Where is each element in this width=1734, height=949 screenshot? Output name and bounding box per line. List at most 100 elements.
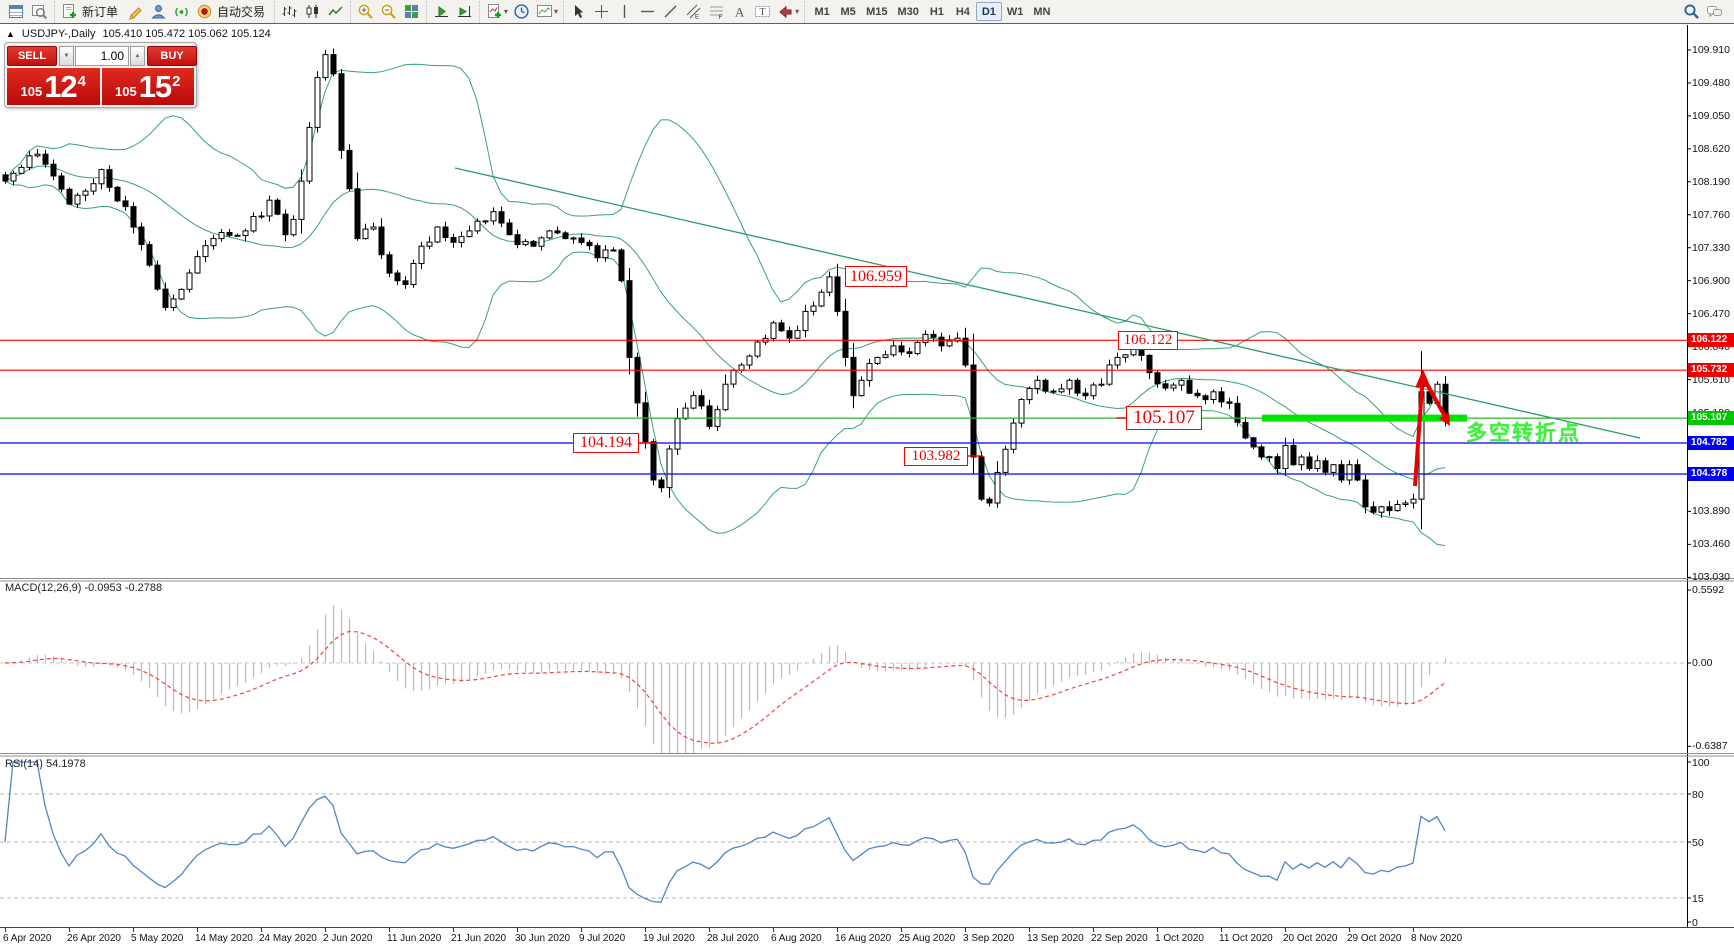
- bar-chart-icon[interactable]: [278, 2, 301, 22]
- price-annotation-label: 104.194: [573, 433, 639, 453]
- new-order-icon[interactable]: [58, 2, 81, 22]
- zoom-in-icon[interactable]: [354, 2, 377, 22]
- macd-layer: [0, 605, 1687, 753]
- timeframe-m5[interactable]: M5: [835, 2, 861, 21]
- clock-icon[interactable]: [510, 2, 533, 22]
- price-axis-tick: 107.330: [1692, 241, 1730, 254]
- indicators-icon[interactable]: [483, 2, 506, 22]
- sell-price-figure: 105: [20, 84, 43, 99]
- auto-trading-label[interactable]: 自动交易: [217, 5, 266, 19]
- equidistant-channel-icon[interactable]: E: [682, 2, 705, 22]
- volume-input[interactable]: [75, 45, 129, 66]
- sell-price-panel[interactable]: 105 12 4: [7, 68, 100, 105]
- time-axis-tick: 6 Aug 2020: [771, 933, 822, 944]
- time-axis-tick: 11 Jun 2020: [387, 933, 442, 944]
- signal-icon[interactable]: [170, 2, 193, 22]
- profile-icon[interactable]: [147, 2, 170, 22]
- time-axis-tick: 16 Aug 2020: [835, 933, 892, 944]
- market-watch-icon[interactable]: [5, 2, 28, 22]
- text-label-icon[interactable]: T: [751, 2, 774, 22]
- chat-icon[interactable]: [1703, 2, 1726, 22]
- timeframe-h4[interactable]: H4: [950, 2, 976, 21]
- rsi-label: RSI(14) 54.1978: [5, 758, 86, 770]
- price-tag: 104.378: [1688, 467, 1734, 481]
- frame-layer: [0, 25, 1734, 932]
- buy-price-panel[interactable]: 105 15 2: [101, 68, 194, 105]
- volume-increase-button[interactable]: [130, 45, 145, 66]
- time-axis-tick: 3 Sep 2020: [963, 933, 1015, 944]
- price-annotation-label: 103.982: [904, 447, 968, 466]
- price-axis-tick: 106.470: [1692, 307, 1730, 320]
- macd-axis-tick: 0.00: [1692, 657, 1713, 669]
- chart-quotes: 105.410 105.472 105.062 105.124: [102, 28, 271, 40]
- orders-group: 新订单 自动交易: [54, 0, 274, 23]
- time-axis-tick: 19 Jul 2020: [643, 933, 695, 944]
- price-annotation-label: 105.107: [1126, 406, 1202, 430]
- time-axis-tick: 2 Jun 2020: [323, 933, 373, 944]
- price-axis-tick: 106.900: [1692, 274, 1730, 287]
- chart-shift-icon[interactable]: [453, 2, 476, 22]
- vertical-line-icon[interactable]: [613, 2, 636, 22]
- rsi-axis-tick: 100: [1692, 757, 1710, 769]
- time-axis-tick: 20 Oct 2020: [1283, 933, 1338, 944]
- crayon-icon[interactable]: [124, 2, 147, 22]
- timeframe-d1[interactable]: D1: [975, 2, 1002, 21]
- drawing-group: E F A T ▾: [563, 0, 804, 23]
- timeframe-m15[interactable]: M15: [861, 2, 892, 21]
- candles-layer: [2, 48, 1449, 530]
- price-axis-tick: 109.050: [1692, 109, 1730, 122]
- line-chart-icon[interactable]: [324, 2, 347, 22]
- timeframe-mn[interactable]: MN: [1028, 2, 1055, 21]
- time-axis-tick: 9 Jul 2020: [579, 933, 626, 944]
- timeframe-m30[interactable]: M30: [892, 2, 923, 21]
- price-axis-tick: 109.480: [1692, 76, 1730, 89]
- search-icon[interactable]: [1680, 2, 1703, 22]
- price-axis-tick: 108.190: [1692, 175, 1730, 188]
- horizontal-line-icon[interactable]: [636, 2, 659, 22]
- timeframe-w1[interactable]: W1: [1002, 2, 1029, 21]
- time-axis-tick: 25 Aug 2020: [899, 933, 956, 944]
- macd-label: MACD(12,26,9) -0.0953 -0.2788: [5, 582, 163, 594]
- fibonacci-icon[interactable]: F: [705, 2, 728, 22]
- turning-point-annotation: 多空转折点: [1466, 422, 1581, 445]
- macd-axis-tick: 0.5592: [1692, 584, 1725, 597]
- price-tag: 104.782: [1688, 436, 1734, 451]
- new-order-label[interactable]: 新订单: [82, 5, 119, 19]
- trendline-icon[interactable]: [659, 2, 682, 22]
- time-axis-tick: 1 Oct 2020: [1155, 933, 1204, 944]
- crosshair-icon[interactable]: [590, 2, 613, 22]
- chart-mode-group: [274, 0, 350, 23]
- time-axis-tick: 13 Sep 2020: [1027, 933, 1084, 944]
- price-axis-tick: 103.890: [1692, 505, 1730, 518]
- templates-dropdown-icon[interactable]: ▾: [554, 7, 559, 16]
- data-window-icon[interactable]: [28, 2, 51, 22]
- price-axis-tick: 108.620: [1692, 142, 1730, 155]
- arrows-icon[interactable]: [774, 2, 797, 22]
- candlestick-chart-icon[interactable]: [301, 2, 324, 22]
- indicators-dropdown-icon[interactable]: ▾: [504, 7, 509, 16]
- auto-trading-icon[interactable]: [193, 2, 216, 22]
- svg-text:T: T: [760, 7, 766, 18]
- price-tag: 106.122: [1688, 333, 1734, 348]
- volume-decrease-button[interactable]: [59, 45, 74, 66]
- timeframe-group: M1 M5 M15 M30 H1 H4 D1 W1 MN: [804, 0, 1059, 23]
- timeframe-h1[interactable]: H1: [924, 2, 950, 21]
- tile-windows-icon[interactable]: [400, 2, 423, 22]
- buy-button[interactable]: BUY: [147, 45, 197, 66]
- buy-price-figure: 105: [114, 84, 137, 99]
- templates-icon[interactable]: [533, 2, 556, 22]
- cursor-icon[interactable]: [567, 2, 590, 22]
- arrows-dropdown-icon[interactable]: ▾: [795, 7, 800, 16]
- text-icon[interactable]: A: [728, 2, 751, 22]
- zoom-out-icon[interactable]: [377, 2, 400, 22]
- timeframe-m1[interactable]: M1: [809, 2, 835, 21]
- chart-symbol: USDJPY-,Daily: [21, 28, 96, 40]
- sell-button[interactable]: SELL: [7, 45, 57, 66]
- market-watch-group: [2, 1, 54, 23]
- price-annotation-label: 106.959: [845, 266, 907, 287]
- svg-text:E: E: [695, 15, 699, 21]
- volume-stepper: [59, 45, 145, 66]
- time-axis-tick: 26 Apr 2020: [67, 933, 121, 944]
- auto-scroll-icon[interactable]: [430, 2, 453, 22]
